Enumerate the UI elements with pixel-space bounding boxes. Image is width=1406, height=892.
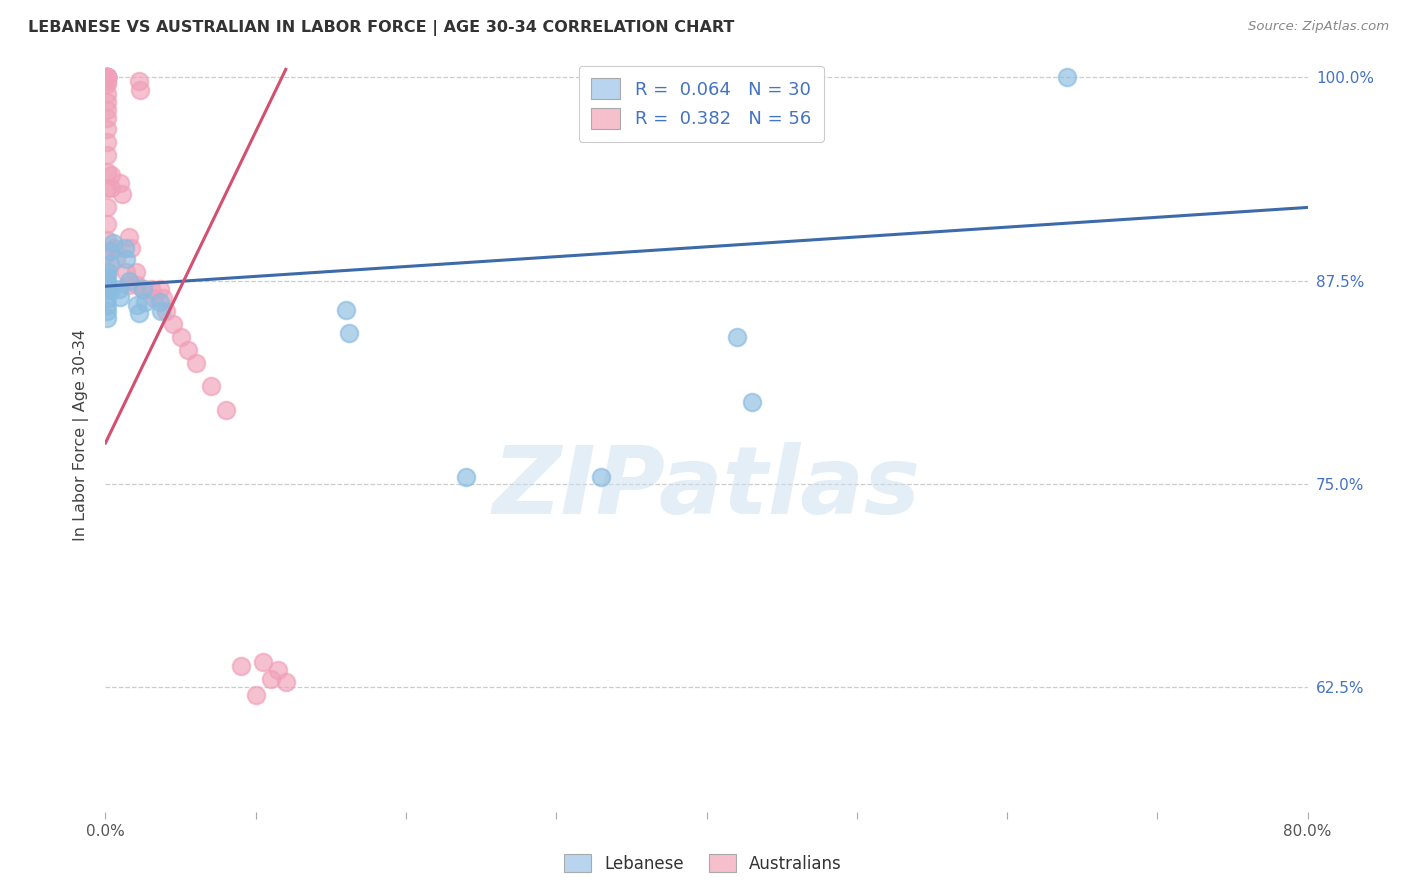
Point (110, 290, 132, 304)
Point (169, 330, 191, 344)
Point (96, 265, 118, 279)
Point (200, 379, 222, 393)
Point (96, 70, 118, 85)
Point (214, 403, 236, 417)
Point (150, 304, 173, 318)
Point (148, 282, 170, 296)
Point (96, 70, 118, 85)
Point (274, 674, 297, 689)
Point (229, 658, 252, 673)
Point (108, 282, 131, 296)
Point (100, 282, 122, 296)
Point (120, 241, 142, 255)
Point (128, 73, 150, 87)
Point (1056, 70, 1078, 85)
Point (454, 470, 477, 484)
Point (591, 470, 613, 484)
Point (142, 292, 165, 306)
Point (260, 672, 283, 686)
Point (96, 275, 118, 289)
Point (114, 241, 136, 255)
Point (96, 73, 118, 87)
Point (118, 273, 141, 287)
Point (96, 70, 118, 85)
Y-axis label: In Labor Force | Age 30-34: In Labor Force | Age 30-34 (73, 329, 90, 541)
Point (152, 292, 174, 306)
Point (96, 246, 118, 260)
Point (103, 241, 125, 255)
Point (337, 326, 360, 340)
Point (96, 270, 118, 285)
Point (125, 298, 148, 312)
Point (96, 201, 118, 215)
Point (97, 278, 120, 293)
Point (96, 164, 118, 178)
Point (96, 181, 118, 195)
Point (134, 294, 156, 309)
Text: Source: ZipAtlas.com: Source: ZipAtlas.com (1249, 20, 1389, 33)
Point (117, 278, 139, 293)
Point (139, 282, 162, 296)
Point (96, 148, 118, 162)
Point (252, 655, 274, 669)
Point (115, 252, 138, 267)
Point (96, 122, 118, 136)
Point (100, 181, 122, 195)
Point (155, 304, 177, 318)
Point (124, 265, 146, 279)
Point (96, 292, 118, 306)
Point (111, 187, 134, 202)
Point (741, 395, 763, 409)
Point (96, 103, 118, 117)
Point (98, 257, 121, 271)
Point (96, 304, 118, 318)
Point (245, 688, 267, 702)
Point (132, 282, 155, 296)
Point (100, 168, 122, 182)
Point (96, 95, 118, 109)
Point (110, 176, 132, 190)
Point (132, 282, 155, 296)
Point (96, 217, 118, 231)
Point (177, 343, 200, 358)
Point (96, 87, 118, 101)
Point (96, 298, 118, 312)
Point (725, 330, 748, 344)
Point (104, 252, 127, 267)
Point (96, 77, 118, 91)
Point (335, 302, 357, 317)
Point (98, 244, 121, 259)
Point (96, 70, 118, 85)
Point (96, 136, 118, 150)
Point (148, 294, 170, 309)
Point (162, 318, 184, 332)
Point (267, 664, 290, 678)
Point (96, 310, 118, 325)
Point (101, 236, 124, 251)
Point (129, 83, 152, 97)
Point (96, 111, 118, 125)
Point (96, 70, 118, 85)
Point (96, 283, 118, 297)
Point (97, 265, 120, 279)
Point (128, 306, 150, 320)
Legend: R =  0.064   N = 30, R =  0.382   N = 56: R = 0.064 N = 30, R = 0.382 N = 56 (579, 65, 824, 142)
Legend: Lebanese, Australians: Lebanese, Australians (558, 847, 848, 880)
Point (118, 229, 141, 244)
Text: LEBANESE VS AUSTRALIAN IN LABOR FORCE | AGE 30-34 CORRELATION CHART: LEBANESE VS AUSTRALIAN IN LABOR FORCE | … (28, 20, 734, 36)
Point (184, 356, 207, 370)
Point (96, 233, 118, 247)
Point (125, 278, 148, 293)
Text: ZIPatlas: ZIPatlas (492, 442, 921, 533)
Point (96, 70, 118, 85)
Point (96, 70, 118, 85)
Point (115, 265, 138, 279)
